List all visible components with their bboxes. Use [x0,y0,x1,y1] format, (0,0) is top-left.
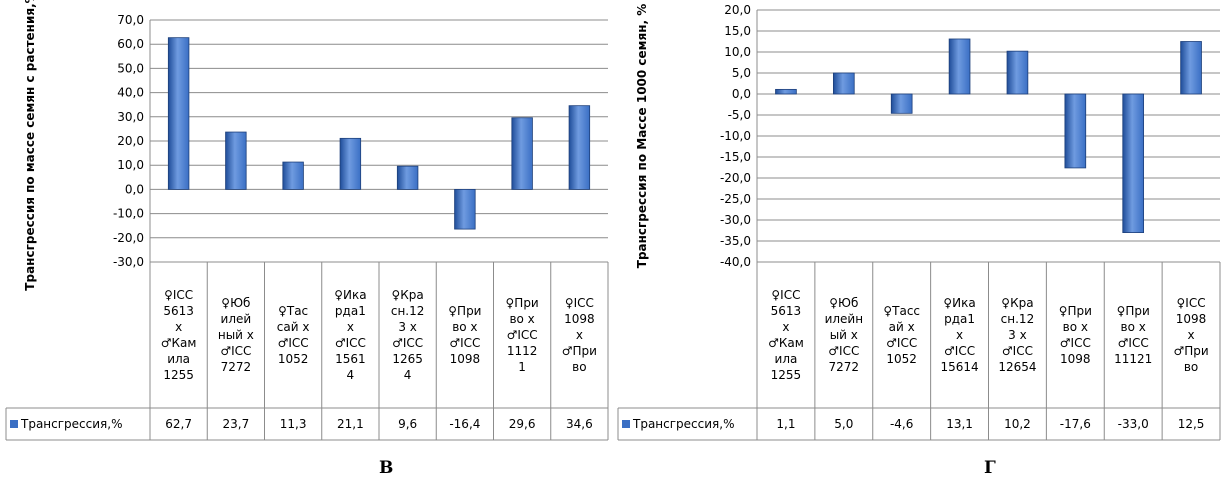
y-tick-label: -10,0 [720,129,751,143]
chart-v: Трансгрессия по массе семян с растения,%… [5,0,609,441]
y-tick-label: -10,0 [113,207,144,221]
data-value-label: 34,6 [566,417,593,431]
data-value-label: 9,6 [398,417,417,431]
y-tick-label: 50,0 [117,61,144,75]
panel-label-g: Г [984,458,996,478]
bar [282,161,304,190]
bar [167,37,190,190]
y-tick-label: -25,0 [720,192,751,206]
y-tick-label: -35,0 [720,234,751,248]
data-value-label: 13,1 [946,417,973,431]
data-value-label: -17,6 [1060,417,1091,431]
y-axis-label: Трансгрессия по Массе 1000 семян, % [635,4,649,268]
data-value-label: 12,5 [1178,417,1205,431]
bar [454,188,476,230]
y-tick-label: -30,0 [720,213,751,227]
legend-label: Трансгрессия,% [632,417,734,431]
category-label: ♀ICC 1098 х ♂При во [1173,296,1208,374]
data-value-label: 21,1 [337,417,364,431]
data-value-label: 29,6 [509,417,536,431]
y-axis-label: Трансгрессия по массе семян с растения,% [23,0,37,291]
bar [832,72,855,95]
y-tick-label: 0,0 [732,87,751,101]
y-tick-label: 10,0 [724,45,751,59]
bar [1180,41,1202,95]
data-value-label: 62,7 [165,417,192,431]
chart-g: Трансгрессия по Массе 1000 семян, % 20,0 1… [617,3,1221,441]
legend-swatch [10,420,18,428]
y-tick-label: 40,0 [117,86,144,100]
data-value-label: 10,2 [1004,417,1031,431]
bar [1006,50,1029,95]
y-tick-label: 0,0 [125,182,144,196]
category-label: ♀ICC 5613 x ♂Кам ила 1255 [768,288,804,382]
data-value-label: -4,6 [890,417,913,431]
bar [1122,93,1145,234]
legend-swatch [622,420,630,428]
y-tick-label: 20,0 [724,3,751,17]
y-tick-label: -15,0 [720,150,751,164]
category-label: ♀При во х ♂ICC 1098 [1059,304,1092,366]
y-tick-label: 5,0 [732,66,751,80]
data-value-label: -16,4 [449,417,480,431]
data-value-label: 23,7 [223,417,250,431]
data-value-label: 11,3 [280,417,307,431]
data-value-label: 1,1 [776,417,795,431]
bar [339,137,362,190]
y-tick-label: -30,0 [113,255,144,269]
y-tick-label: 30,0 [117,110,144,124]
y-tick-label: -20,0 [720,171,751,185]
data-value-label: -33,0 [1118,417,1149,431]
panel-label-v: В [379,458,394,478]
bar [1064,93,1087,169]
data-value-label: 5,0 [834,417,853,431]
bar [948,38,971,95]
bar [511,117,533,190]
category-label: ♀При во х ♂ICC 1098 [448,304,481,366]
y-tick-label: 10,0 [117,158,144,172]
y-tick-label: -40,0 [720,255,751,269]
category-label: ♀ICC 1098 х ♂При во [562,296,597,374]
bar [890,93,913,114]
category-label: ♀ICC 5613 x ♂Кам ила 1255 [161,288,197,382]
y-tick-label: 20,0 [117,134,144,148]
legend-label: Трансгрессия,% [20,417,122,431]
y-tick-label: -20,0 [113,231,144,245]
bar [225,131,247,190]
y-tick-label: -5,0 [728,108,751,122]
y-tick-label: 70,0 [117,13,144,27]
bar [775,88,797,95]
bar [396,165,419,190]
y-tick-label: 60,0 [117,37,144,51]
y-tick-label: 15,0 [724,24,751,38]
bar [568,105,591,190]
